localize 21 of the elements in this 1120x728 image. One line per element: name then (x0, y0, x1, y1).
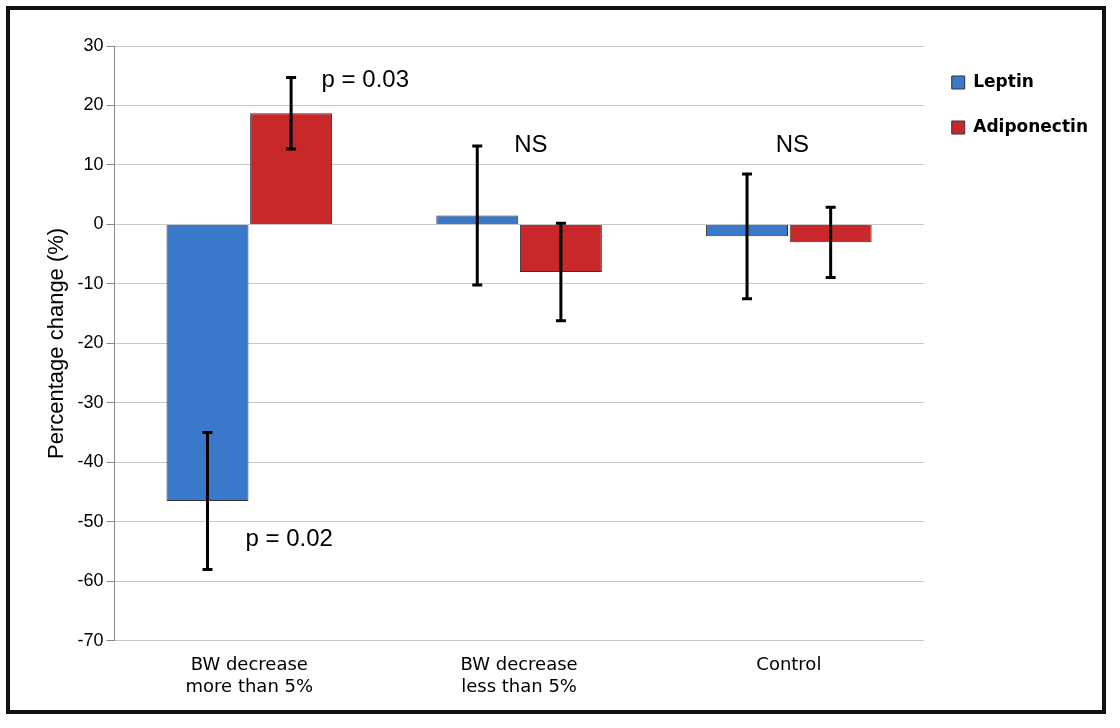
y-tick-label: -40 (77, 451, 104, 472)
x-tick-label: BW decrease less than 5% (460, 653, 578, 696)
legend-label: Adiponectin (973, 115, 1089, 136)
x-tick-label: Control (756, 653, 822, 675)
annotation: p = 0.02 (245, 524, 333, 552)
y-tick-label: -20 (77, 332, 104, 353)
y-tick-label: 30 (83, 34, 104, 55)
annotation: NS (775, 129, 809, 157)
y-tick-label: 0 (93, 213, 104, 234)
y-tick-label: -50 (77, 510, 104, 531)
y-tick-label: 20 (83, 94, 104, 115)
annotation: NS (514, 129, 548, 157)
legend-label: Leptin (973, 70, 1034, 91)
y-tick-label: 10 (83, 153, 104, 174)
x-tick-label: BW decrease more than 5% (185, 653, 314, 696)
y-tick-label: -70 (77, 629, 104, 650)
y-axis-title: Percentage change (%) (43, 227, 69, 459)
y-tick-label: -10 (77, 272, 104, 293)
annotation: p = 0.03 (321, 65, 410, 93)
y-tick-label: -60 (77, 570, 104, 591)
y-tick-label: -30 (77, 391, 104, 412)
